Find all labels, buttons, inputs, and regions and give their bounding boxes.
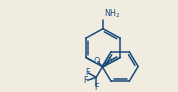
Text: F: F	[83, 76, 88, 85]
Text: O: O	[106, 57, 112, 66]
Text: O: O	[94, 57, 100, 66]
Text: F: F	[85, 68, 90, 77]
Text: NH$_2$: NH$_2$	[103, 7, 120, 20]
Text: F: F	[94, 83, 98, 92]
